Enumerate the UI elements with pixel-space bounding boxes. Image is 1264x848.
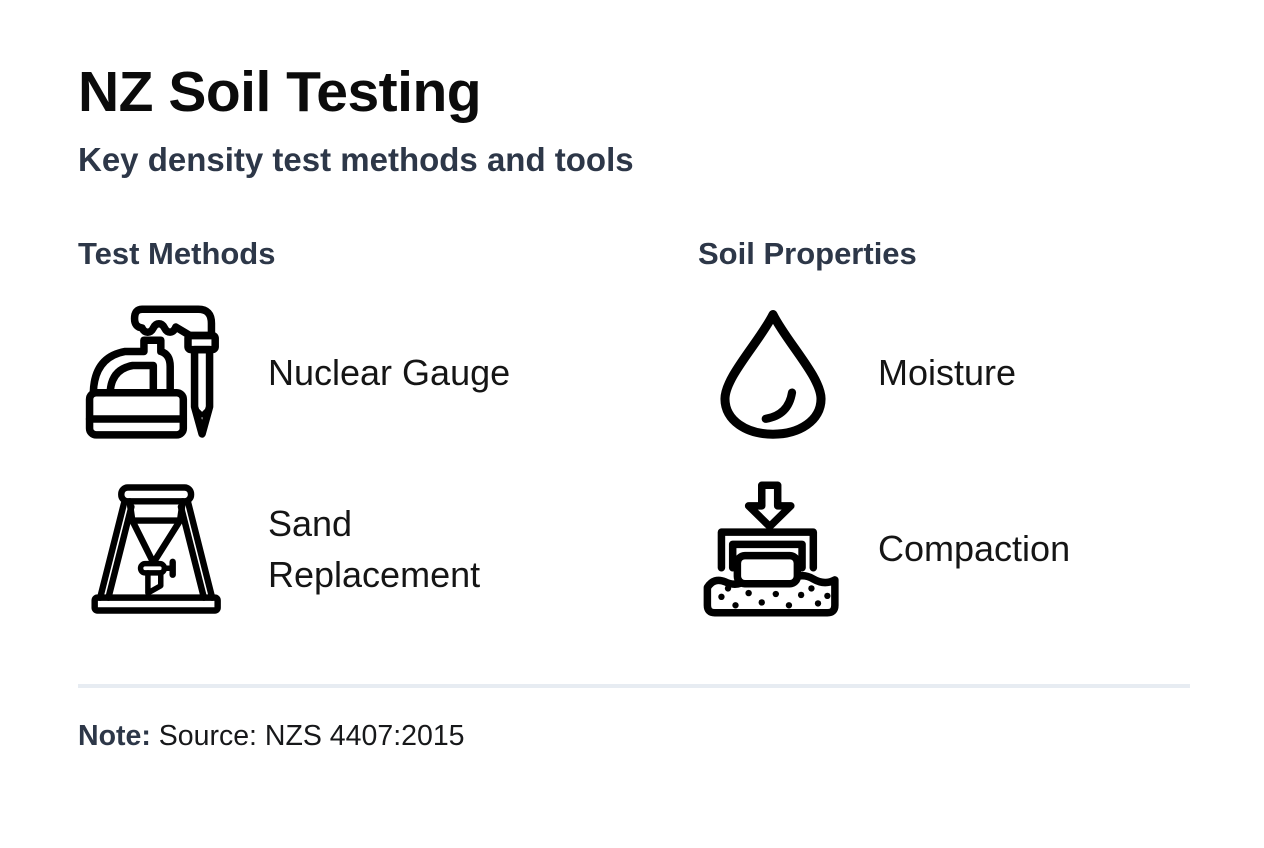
note-label: Note: — [78, 720, 151, 753]
item-label: Compaction — [878, 528, 1071, 570]
page-subtitle: Key density test methods and tools — [78, 140, 634, 178]
column-header: Soil Properties — [698, 236, 917, 272]
column-header: Test Methods — [78, 236, 276, 272]
column-test-methods: Test Methods — [78, 235, 698, 650]
item-label: Moisture — [878, 352, 1017, 394]
item-label: Nuclear Gauge — [268, 352, 511, 394]
page-title: NZ Soil Testing — [78, 60, 482, 124]
list-item: Nuclear Gauge — [78, 298, 698, 448]
list-item: Moisture — [698, 298, 1190, 448]
note-text: Source: NZS 4407:2015 — [158, 720, 465, 753]
compaction-icon — [698, 474, 848, 624]
content-columns: Test Methods — [78, 235, 1190, 650]
sand-cone-icon — [78, 474, 238, 624]
item-label: Sand Replacement — [268, 502, 481, 596]
water-droplet-icon — [698, 298, 848, 448]
infographic-page: NZ Soil Testing Key density test methods… — [78, 60, 1190, 755]
list-item: Sand Replacement — [78, 474, 698, 624]
note: Note: Source: NZS 4407:2015 — [78, 718, 1190, 755]
divider — [78, 684, 1190, 689]
nuclear-gauge-icon — [78, 298, 238, 448]
list-item: Compaction — [698, 474, 1190, 624]
column-soil-properties: Soil Properties Moisture — [698, 235, 1190, 650]
